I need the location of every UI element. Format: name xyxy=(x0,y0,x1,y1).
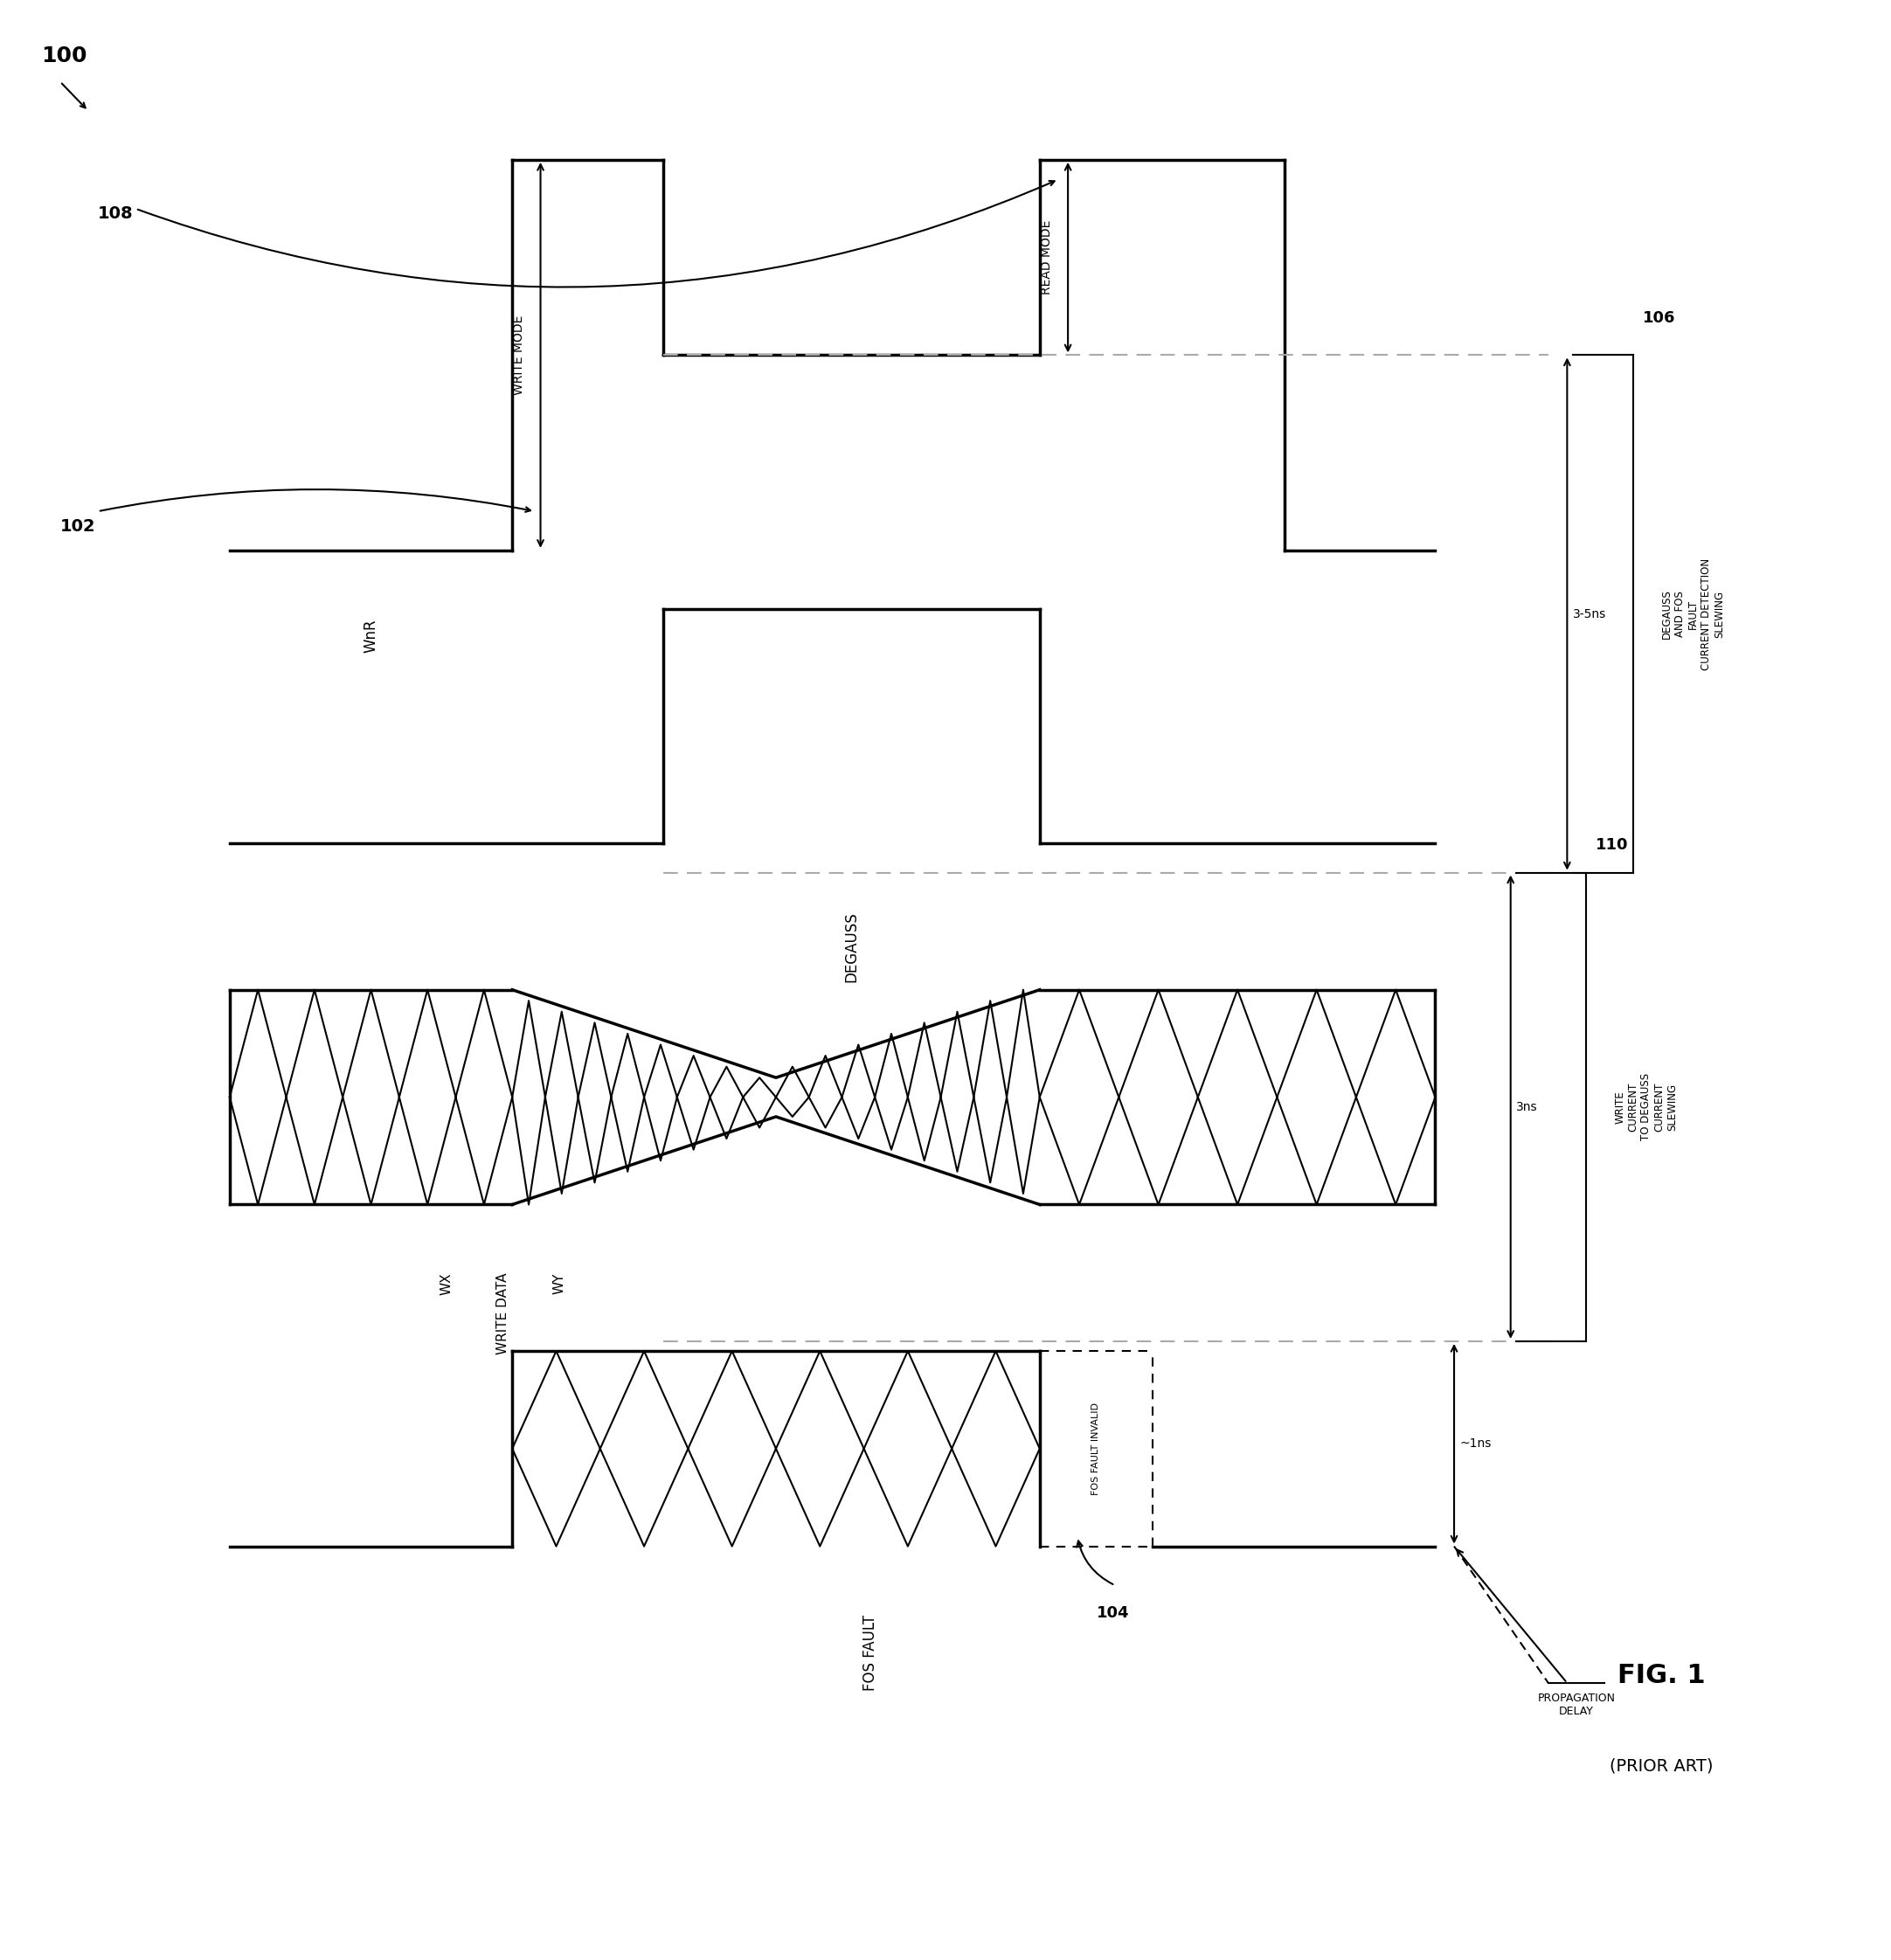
Text: PROPAGATION
DELAY: PROPAGATION DELAY xyxy=(1537,1693,1615,1717)
Text: 3-5ns: 3-5ns xyxy=(1573,608,1605,619)
Text: (PRIOR ART): (PRIOR ART) xyxy=(1609,1758,1713,1774)
Text: DEGAUSS
AND FOS
FAULT
CURRENT DETECTION
SLEWING: DEGAUSS AND FOS FAULT CURRENT DETECTION … xyxy=(1662,559,1725,670)
Text: 110: 110 xyxy=(1596,837,1628,853)
Text: WY: WY xyxy=(552,1272,565,1294)
Text: 100: 100 xyxy=(42,45,87,67)
Text: 3ns: 3ns xyxy=(1517,1102,1537,1113)
Text: DEGAUSS: DEGAUSS xyxy=(843,911,859,982)
Text: READ MODE: READ MODE xyxy=(1040,220,1053,294)
Text: WRITE MODE: WRITE MODE xyxy=(512,316,526,396)
Text: WRITE DATA: WRITE DATA xyxy=(495,1272,509,1354)
Text: 106: 106 xyxy=(1643,310,1675,325)
Text: WnR: WnR xyxy=(363,619,378,653)
Text: 102: 102 xyxy=(61,517,96,535)
Text: 108: 108 xyxy=(98,206,134,221)
Text: 104: 104 xyxy=(1097,1605,1129,1621)
Text: WRITE
CURRENT
TO DEGAUSS
CURRENT
SLEWING: WRITE CURRENT TO DEGAUSS CURRENT SLEWING xyxy=(1615,1074,1677,1141)
Text: ~1ns: ~1ns xyxy=(1460,1437,1492,1450)
Text: FOS FAULT INVALID: FOS FAULT INVALID xyxy=(1091,1401,1101,1495)
Text: FIG. 1: FIG. 1 xyxy=(1617,1662,1706,1688)
Text: FOS FAULT: FOS FAULT xyxy=(862,1615,877,1691)
Text: WX: WX xyxy=(441,1272,452,1296)
